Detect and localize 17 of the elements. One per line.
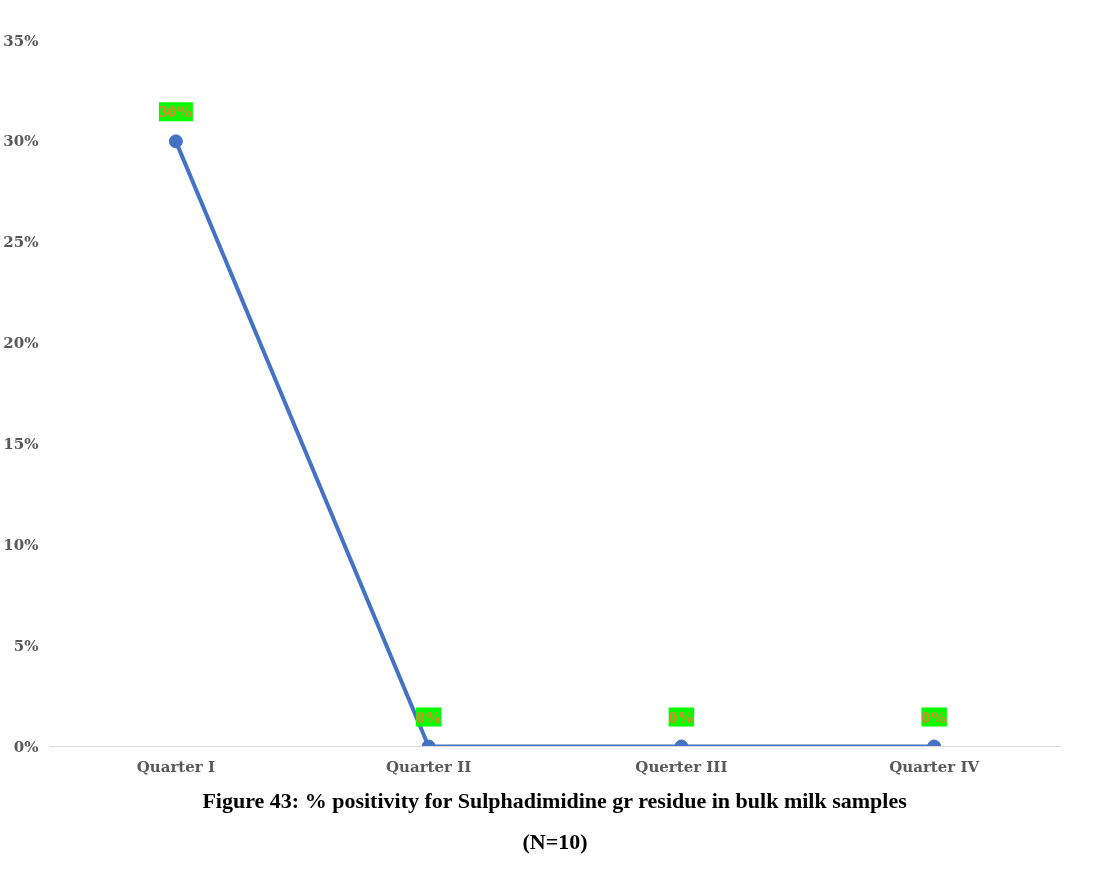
y-tick-label: 0% (13, 737, 39, 756)
y-tick-label: 5% (13, 636, 39, 655)
x-tick-label: Querter III (635, 757, 728, 776)
y-tick-label: 30% (3, 132, 39, 151)
y-tick-label: 25% (3, 233, 39, 252)
x-tick-label: Quarter I (136, 757, 215, 776)
data-label: 0% (415, 707, 442, 727)
y-tick-label: 20% (3, 334, 39, 353)
data-label: 0% (921, 707, 947, 727)
data-label: 0% (668, 707, 695, 727)
y-tick-label: 15% (3, 434, 39, 453)
y-tick-label: 35% (3, 31, 39, 50)
data-label: 30% (158, 102, 193, 122)
x-tick-label: Quarter II (386, 757, 472, 776)
y-tick-label: 10% (3, 535, 39, 554)
x-tick-label: Quarter IV (889, 757, 980, 776)
text: Figure 43: % positivity for Sulphadimidine gr residue in bulk milk samples (N=10) (202, 787, 908, 854)
